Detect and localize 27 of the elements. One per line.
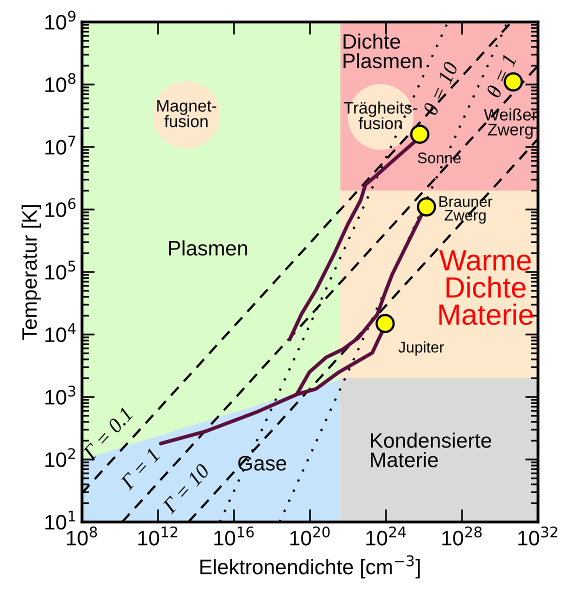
annotation: Kondensierte Materie	[370, 432, 492, 468]
annotation: Trägheits- fusion	[344, 101, 418, 130]
x-tick-label: 10$^{32}$	[518, 526, 558, 546]
annotation: Magnet- fusion	[157, 100, 216, 128]
y-tick-label: 10$^{8}$	[45, 73, 76, 92]
y-tick-label: 10$^{7}$	[45, 136, 76, 155]
x-tick-label: 10$^{12}$	[138, 526, 178, 546]
y-tick-label: 10$^{5}$	[45, 260, 76, 280]
annotation: Warme Dichte Materie	[439, 250, 533, 326]
y-tick-label: 10$^{9}$	[45, 10, 76, 30]
annotation: Dichte Plasmen	[344, 34, 422, 68]
annotation: Gase	[238, 456, 286, 471]
x-axis-title: Elektronendichte [cm$^{−3}$]	[200, 555, 420, 578]
x-tick-label: 10$^{28}$	[442, 526, 482, 546]
y-tick-label: 10$^{3}$	[45, 386, 76, 405]
y-tick-label: 10$^{6}$	[45, 198, 76, 218]
x-tick-label: 10$^{24}$	[366, 526, 406, 546]
annotation: Plasmen	[169, 240, 248, 256]
annotation: Jupiter	[398, 341, 444, 356]
annotation: Γ = 10	[162, 462, 210, 514]
annotation: θ = 1	[486, 54, 516, 98]
y-tick-label: 10$^{2}$	[45, 448, 75, 468]
annotation: Brauner Zwerg	[439, 196, 492, 224]
x-tick-label: 10$^{16}$	[214, 526, 254, 546]
x-tick-label: 10$^{20}$	[290, 526, 330, 546]
y-axis-title: Temperatur [K]	[22, 205, 42, 340]
y-tick-label: 10$^{4}$	[45, 323, 76, 342]
